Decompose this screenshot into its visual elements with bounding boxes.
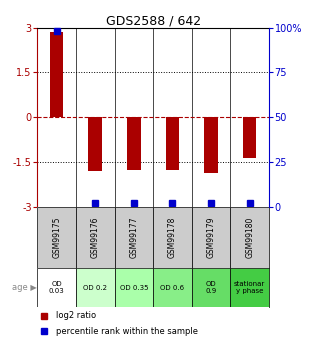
Text: GSM99180: GSM99180	[245, 217, 254, 258]
Text: GSM99176: GSM99176	[91, 217, 100, 258]
Bar	[50, 32, 63, 117]
Bar	[127, 117, 141, 169]
Bar	[114, 207, 153, 268]
Text: OD 0.6: OD 0.6	[160, 285, 184, 290]
Text: log2 ratio: log2 ratio	[56, 311, 96, 320]
Bar	[89, 117, 102, 171]
Text: GSM99177: GSM99177	[129, 217, 138, 258]
Text: age ▶: age ▶	[12, 283, 37, 292]
Bar	[76, 268, 114, 307]
Text: OD 0.2: OD 0.2	[83, 285, 107, 290]
Bar	[243, 117, 257, 158]
Text: percentile rank within the sample: percentile rank within the sample	[56, 327, 198, 336]
Text: GSM99178: GSM99178	[168, 217, 177, 258]
Bar	[153, 207, 192, 268]
Title: GDS2588 / 642: GDS2588 / 642	[106, 14, 201, 28]
Text: GSM99175: GSM99175	[52, 217, 61, 258]
Bar	[153, 268, 192, 307]
Bar	[192, 268, 230, 307]
Bar	[230, 268, 269, 307]
Text: OD
0.03: OD 0.03	[49, 281, 64, 294]
Bar	[37, 268, 76, 307]
Bar	[230, 207, 269, 268]
Bar	[166, 117, 179, 169]
Bar	[114, 268, 153, 307]
Bar	[192, 207, 230, 268]
Bar	[76, 207, 114, 268]
Bar	[37, 207, 76, 268]
Bar	[204, 117, 218, 172]
Text: GSM99179: GSM99179	[207, 217, 216, 258]
Text: stationar
y phase: stationar y phase	[234, 281, 265, 294]
Text: OD 0.35: OD 0.35	[120, 285, 148, 290]
Text: OD
0.9: OD 0.9	[206, 281, 217, 294]
